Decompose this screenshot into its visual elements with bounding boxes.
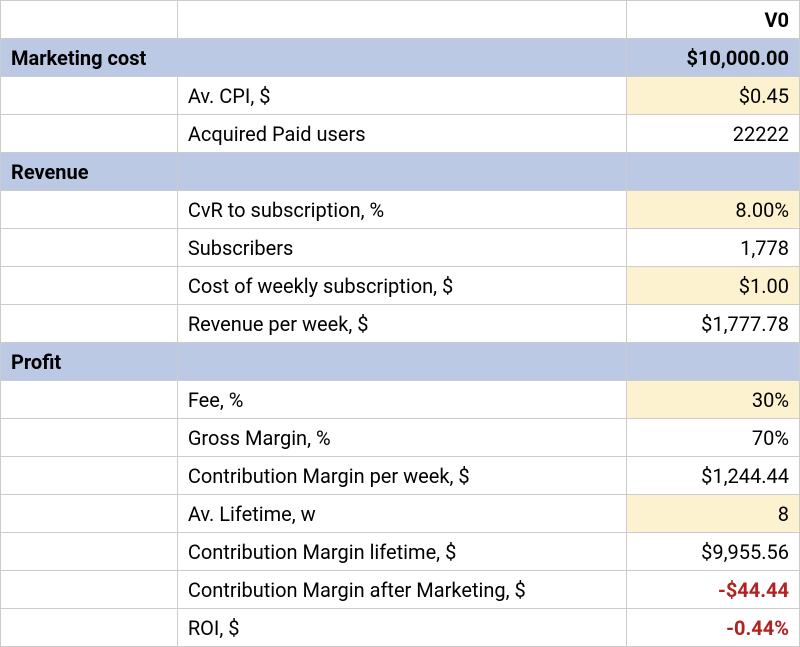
section-revenue: Revenue	[1, 153, 800, 191]
table-row: CvR to subscription, % 8.00%	[1, 191, 800, 229]
cell-value: $1,777.78	[627, 305, 800, 343]
cell-label: Fee, %	[177, 381, 626, 419]
table-row: Subscribers 1,778	[1, 229, 800, 267]
table-row: Av. Lifetime, w 8	[1, 495, 800, 533]
cell-label: ROI, $	[177, 609, 626, 647]
cell-label: Av. CPI, $	[177, 77, 626, 115]
table-row: Contribution Margin after Marketing, $ -…	[1, 571, 800, 609]
cell-value: $1.00	[627, 267, 800, 305]
table-row: Av. CPI, $ $0.45	[1, 77, 800, 115]
cell-value: 22222	[627, 115, 800, 153]
table-row: Contribution Margin lifetime, $ $9,955.5…	[1, 533, 800, 571]
cell-blank	[1, 115, 178, 153]
table-row: Gross Margin, % 70%	[1, 419, 800, 457]
cell-blank	[1, 571, 178, 609]
cell-blank	[1, 381, 178, 419]
section-revenue-blank-c	[627, 153, 800, 191]
cell-blank	[1, 495, 178, 533]
cell-value: 30%	[627, 381, 800, 419]
cell-blank	[1, 533, 178, 571]
cell-blank	[1, 77, 178, 115]
cell-blank	[1, 267, 178, 305]
cell-label: CvR to subscription, %	[177, 191, 626, 229]
section-revenue-blank-b	[177, 153, 626, 191]
cell-value-negative: -0.44%	[627, 609, 800, 647]
section-revenue-title: Revenue	[1, 153, 178, 191]
header-blank-b	[177, 1, 626, 39]
cell-value: 8.00%	[627, 191, 800, 229]
section-profit-title: Profit	[1, 343, 178, 381]
section-profit: Profit	[1, 343, 800, 381]
cell-value: $9,955.56	[627, 533, 800, 571]
cell-blank	[1, 191, 178, 229]
cell-value: $0.45	[627, 77, 800, 115]
cell-label: Cost of weekly subscription, $	[177, 267, 626, 305]
cell-label: Revenue per week, $	[177, 305, 626, 343]
header-blank-a	[1, 1, 178, 39]
financial-model-table: V0 Marketing cost $10,000.00 Av. CPI, $ …	[0, 0, 800, 647]
header-row: V0	[1, 1, 800, 39]
table-row: ROI, $ -0.44%	[1, 609, 800, 647]
cell-value: 1,778	[627, 229, 800, 267]
section-profit-blank-c	[627, 343, 800, 381]
header-version: V0	[627, 1, 800, 39]
cell-blank	[1, 419, 178, 457]
table-row: Cost of weekly subscription, $ $1.00	[1, 267, 800, 305]
table-row: Revenue per week, $ $1,777.78	[1, 305, 800, 343]
cell-label: Acquired Paid users	[177, 115, 626, 153]
cell-blank	[1, 229, 178, 267]
table-row: Acquired Paid users 22222	[1, 115, 800, 153]
cell-blank	[1, 305, 178, 343]
cell-label: Contribution Margin per week, $	[177, 457, 626, 495]
cell-blank	[1, 457, 178, 495]
cell-label: Contribution Margin lifetime, $	[177, 533, 626, 571]
table-row: Fee, % 30%	[1, 381, 800, 419]
cell-label: Subscribers	[177, 229, 626, 267]
cell-value: 8	[627, 495, 800, 533]
cell-label: Av. Lifetime, w	[177, 495, 626, 533]
cell-value: $1,244.44	[627, 457, 800, 495]
section-profit-blank-b	[177, 343, 626, 381]
cell-value-negative: -$44.44	[627, 571, 800, 609]
table-row: Contribution Margin per week, $ $1,244.4…	[1, 457, 800, 495]
section-marketing: Marketing cost $10,000.00	[1, 39, 800, 77]
cell-label: Contribution Margin after Marketing, $	[177, 571, 626, 609]
cell-value: 70%	[627, 419, 800, 457]
section-marketing-total: $10,000.00	[627, 39, 800, 77]
cell-blank	[1, 609, 178, 647]
cell-label: Gross Margin, %	[177, 419, 626, 457]
section-marketing-title: Marketing cost	[1, 39, 627, 77]
